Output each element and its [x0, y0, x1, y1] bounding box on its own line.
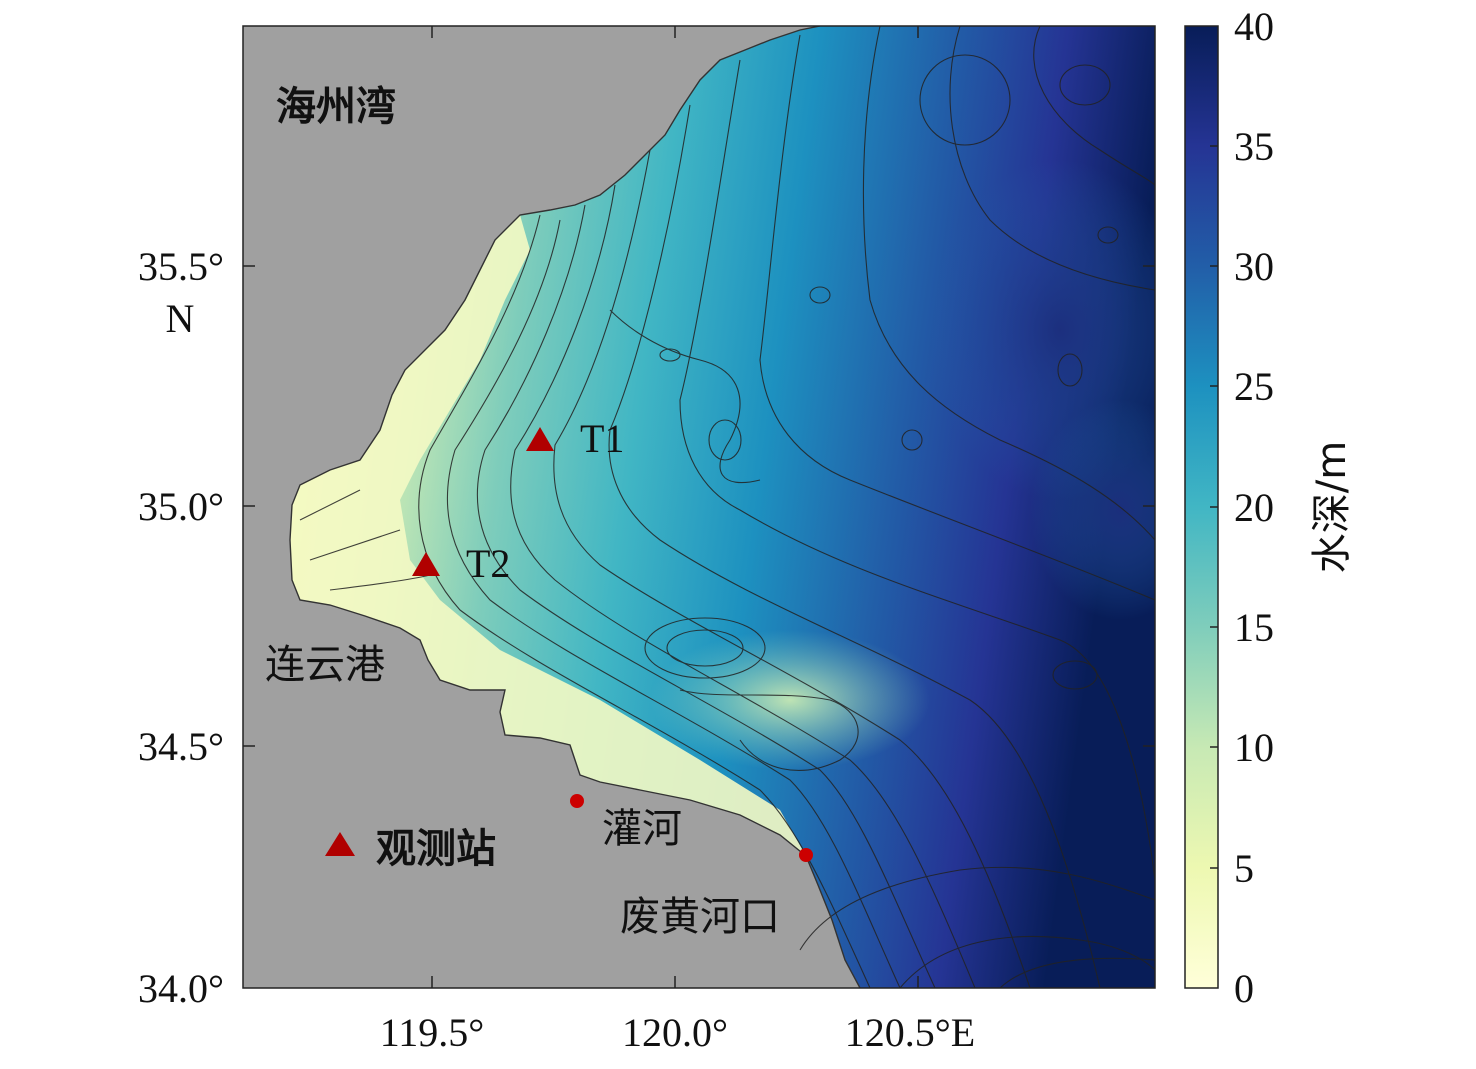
station-t2-label: T2 — [466, 541, 510, 586]
lat-tick-label: 34.0° — [138, 966, 224, 1011]
colorbar-tick-label: 30 — [1234, 244, 1274, 289]
colorbar-title: 水深/m — [1309, 441, 1355, 573]
station-t2-marker — [412, 552, 440, 576]
lat-tick-label: 35.5° — [138, 244, 224, 289]
port-label: 连云港 — [265, 642, 385, 688]
coastline — [289, 26, 861, 988]
map-border — [242, 25, 1156, 989]
colorbar-tick-label: 15 — [1234, 605, 1274, 650]
legend-station-label: 观测站 — [376, 826, 496, 872]
lat-tick-label: 34.5° — [138, 724, 224, 769]
colorbar: 0 5 10 15 20 25 30 35 40 水深/m — [1184, 4, 1355, 1011]
river-mouth-marker — [570, 794, 584, 808]
legend-station-marker — [325, 832, 355, 856]
colorbar-tick-label: 20 — [1234, 485, 1274, 530]
lat-tick-marks — [243, 265, 1155, 747]
lon-tick-label: 119.5° — [380, 1010, 485, 1055]
lon-tick-label: 120.0° — [622, 1010, 728, 1055]
lon-tick-label: 120.5°E — [845, 1010, 975, 1055]
lon-tick-marks — [431, 26, 919, 988]
station-t1-marker — [526, 427, 554, 451]
river-label: 灌河 — [602, 806, 682, 852]
colorbar-tick-label: 40 — [1234, 4, 1274, 49]
lat-tick-label: 35.0° — [138, 484, 224, 529]
colorbar-tick-label: 0 — [1234, 966, 1254, 1011]
colorbar-tick-label: 5 — [1234, 846, 1254, 891]
colorbar-tick-label: 35 — [1234, 124, 1274, 169]
map-panel — [243, 26, 1155, 988]
deep-basin-east — [1030, 400, 1155, 620]
lat-unit-label: N — [166, 296, 195, 341]
shallow-coastal-band — [290, 215, 806, 856]
estuary-marker — [799, 848, 813, 862]
contour-lines — [299, 26, 1155, 988]
station-t1-label: T1 — [580, 416, 624, 461]
colorbar-tick-label: 10 — [1234, 725, 1274, 770]
bay-label: 海州湾 — [276, 84, 396, 130]
colorbar-ticks — [1210, 145, 1218, 869]
colorbar-tick-label: 25 — [1234, 364, 1274, 409]
estuary-label: 废黄河口 — [620, 894, 780, 940]
